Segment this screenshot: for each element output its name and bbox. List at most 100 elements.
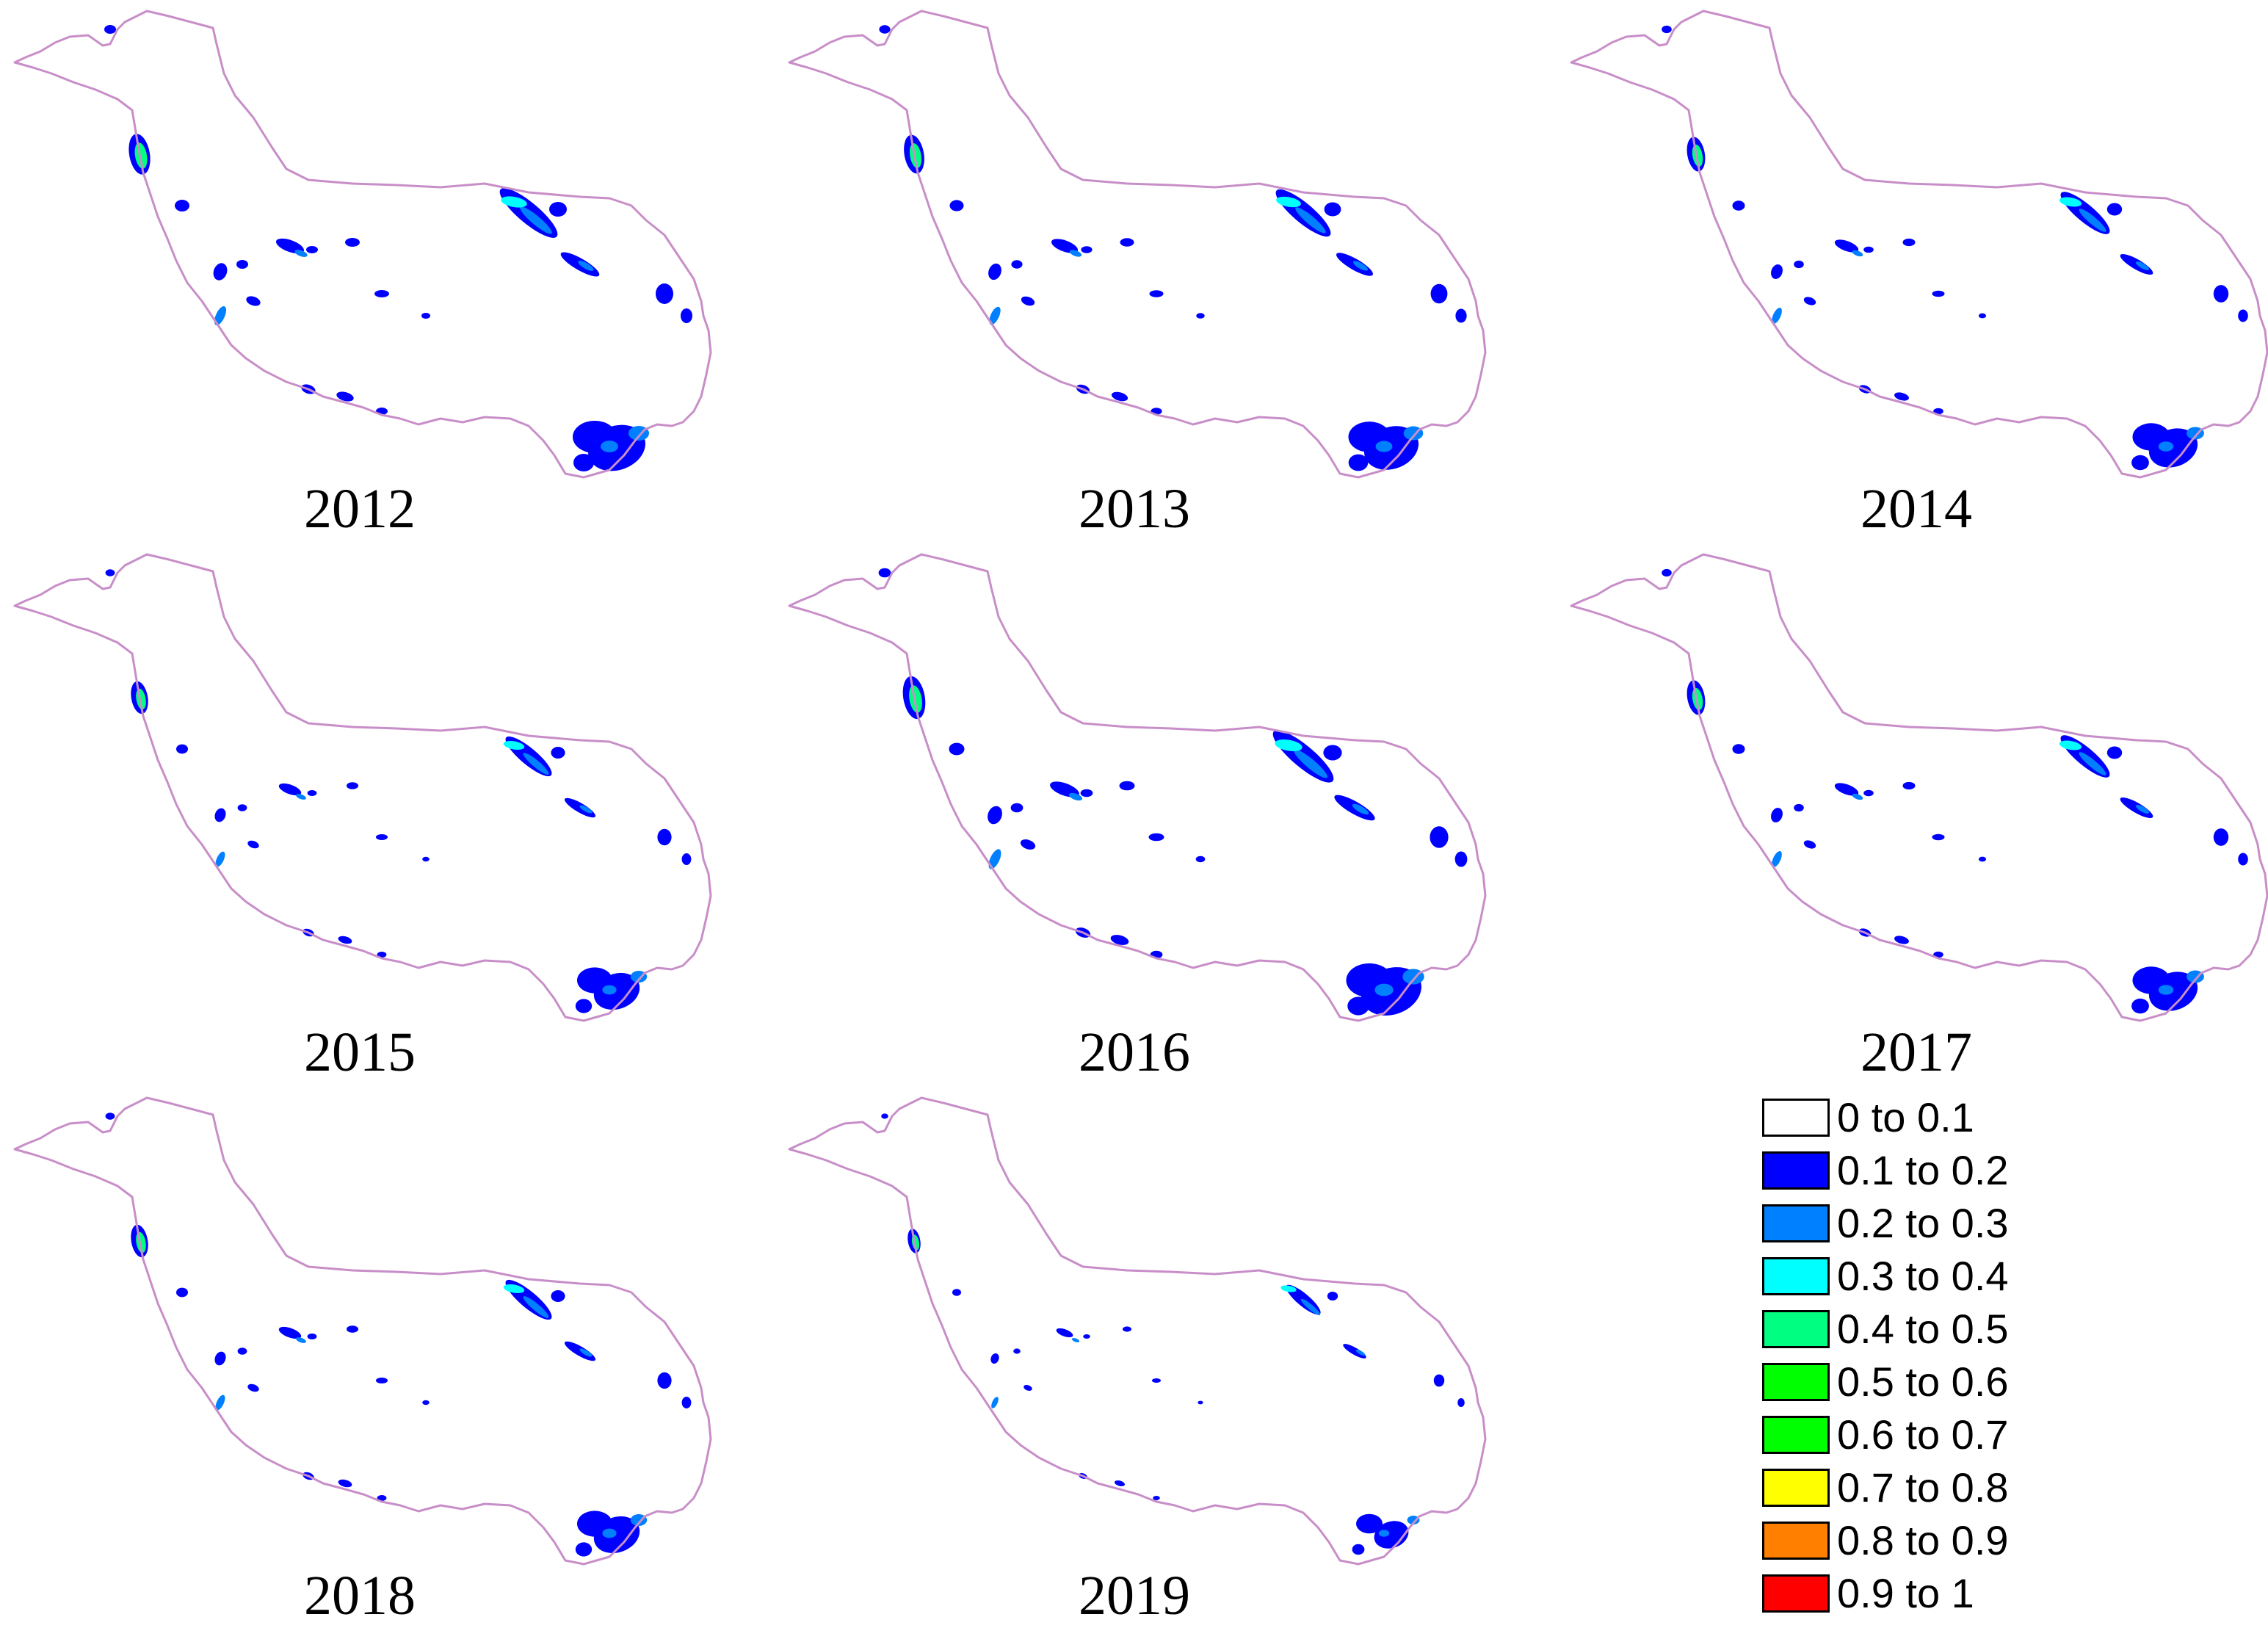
vegetation-patch xyxy=(338,936,352,944)
map-panel-2014: 2014 xyxy=(1557,0,2268,540)
vegetation-patch xyxy=(1069,250,1082,257)
vegetation-patch xyxy=(2158,441,2174,452)
vegetation-patch xyxy=(1803,840,1816,849)
vegetation-patch xyxy=(2120,253,2153,275)
vegetation-patches xyxy=(104,25,692,471)
legend-swatch xyxy=(1762,1416,1830,1454)
vegetation-patches xyxy=(1662,25,2248,471)
legend-item: 0.3 to 0.4 xyxy=(1762,1253,2173,1300)
vegetation-patch xyxy=(564,797,596,818)
vegetation-patch xyxy=(175,200,189,211)
vegetation-patch xyxy=(215,851,225,867)
vegetation-patch xyxy=(1732,200,1745,211)
vegetation-patch xyxy=(593,1516,640,1554)
vegetation-patch xyxy=(376,1378,388,1383)
vegetation-patch xyxy=(1407,1516,1420,1524)
vegetation-patch xyxy=(376,834,388,840)
vegetation-patch xyxy=(1120,238,1134,247)
region-boundary xyxy=(788,10,1487,479)
vegetation-patch xyxy=(2136,805,2149,814)
vegetation-patch xyxy=(1894,392,1909,401)
vegetation-patch xyxy=(1355,1349,1366,1356)
vegetation-patch xyxy=(214,808,226,822)
legend-item: 0.2 to 0.3 xyxy=(1762,1200,2173,1247)
vegetation-patches xyxy=(878,568,1468,1016)
vegetation-patch xyxy=(1196,313,1205,319)
legend-item: 0 to 0.1 xyxy=(1762,1094,2173,1141)
vegetation-patch xyxy=(988,849,1001,869)
vegetation-patch xyxy=(988,806,1002,825)
legend-item: 0.1 to 0.2 xyxy=(1762,1147,2173,1194)
vegetation-patch xyxy=(247,840,259,849)
vegetation-patch xyxy=(278,783,302,796)
legend-label: 0.5 to 0.6 xyxy=(1837,1359,2009,1405)
vegetation-patch xyxy=(949,200,964,211)
vegetation-patch xyxy=(294,250,308,257)
vegetation-patch xyxy=(2106,746,2123,759)
vegetation-patch xyxy=(1056,1328,1073,1338)
vegetation-patch xyxy=(1978,856,1987,862)
vegetation-patch xyxy=(1300,1298,1321,1316)
vegetation-patch xyxy=(237,804,247,811)
vegetation-patch xyxy=(214,1351,226,1366)
vegetation-patch xyxy=(2136,261,2149,270)
legend-item: 0.9 to 1 xyxy=(1762,1570,2173,1617)
vegetation-patch xyxy=(1152,1378,1161,1383)
legend-swatch xyxy=(1762,1469,1830,1507)
vegetation-patch xyxy=(104,25,116,34)
vegetation-patch xyxy=(1378,1530,1390,1537)
vegetation-patch xyxy=(952,1289,961,1296)
vegetation-patch xyxy=(1013,1348,1021,1354)
region-map xyxy=(13,1096,712,1566)
vegetation-patch xyxy=(1771,264,1783,279)
vegetation-patch xyxy=(602,985,617,995)
vegetation-patch xyxy=(2213,828,2229,846)
vegetation-patch xyxy=(949,742,965,756)
region-boundary xyxy=(13,1096,712,1566)
vegetation-patch xyxy=(573,454,594,471)
vegetation-patch xyxy=(2079,752,2106,775)
vegetation-patch xyxy=(1732,744,1745,754)
vegetation-patch xyxy=(374,290,389,297)
vegetation-patch xyxy=(307,790,317,796)
vegetation-patch xyxy=(1275,739,1303,751)
region-map xyxy=(788,10,1487,479)
vegetation-patch xyxy=(1111,391,1128,402)
legend-item: 0.6 to 0.7 xyxy=(1762,1411,2173,1458)
region-map xyxy=(13,10,712,479)
legend-swatch xyxy=(1762,1151,1830,1190)
vegetation-patch xyxy=(105,569,115,576)
vegetation-patch xyxy=(575,999,593,1013)
vegetation-patch xyxy=(520,206,552,234)
legend-swatch xyxy=(1762,1574,1830,1613)
legend-swatch xyxy=(1762,1099,1830,1137)
vegetation-patch xyxy=(503,1284,525,1294)
vegetation-patch xyxy=(1662,568,1672,577)
vegetation-patch xyxy=(1352,1544,1365,1555)
map-panel-2017: 2017 xyxy=(1557,543,2268,1083)
vegetation-patch xyxy=(501,196,527,208)
year-label: 2015 xyxy=(304,1021,416,1083)
vegetation-patch xyxy=(1011,260,1023,269)
vegetation-patch xyxy=(1324,202,1341,217)
legend-swatch xyxy=(1762,1363,1830,1401)
vegetation-patch xyxy=(551,1290,565,1302)
region-map xyxy=(1570,10,2268,479)
vegetation-patch xyxy=(1433,1374,1445,1387)
vegetation-patch xyxy=(681,1397,692,1408)
vegetation-patch xyxy=(1834,239,1859,253)
vegetation-patch xyxy=(176,1287,188,1298)
vegetation-patch xyxy=(988,263,1001,281)
vegetation-patch xyxy=(1149,290,1164,297)
vegetation-patch xyxy=(1863,789,1874,797)
vegetation-patch xyxy=(1430,283,1448,304)
vegetation-patch xyxy=(1978,313,1987,319)
vegetation-patch xyxy=(990,1353,999,1364)
vegetation-patch xyxy=(1024,1385,1032,1391)
vegetation-patch xyxy=(503,740,525,750)
vegetation-patch xyxy=(579,805,593,814)
vegetation-patch xyxy=(2106,203,2123,216)
vegetation-patch xyxy=(681,308,692,323)
year-label: 2019 xyxy=(1079,1565,1190,1627)
vegetation-patch xyxy=(989,306,1001,325)
